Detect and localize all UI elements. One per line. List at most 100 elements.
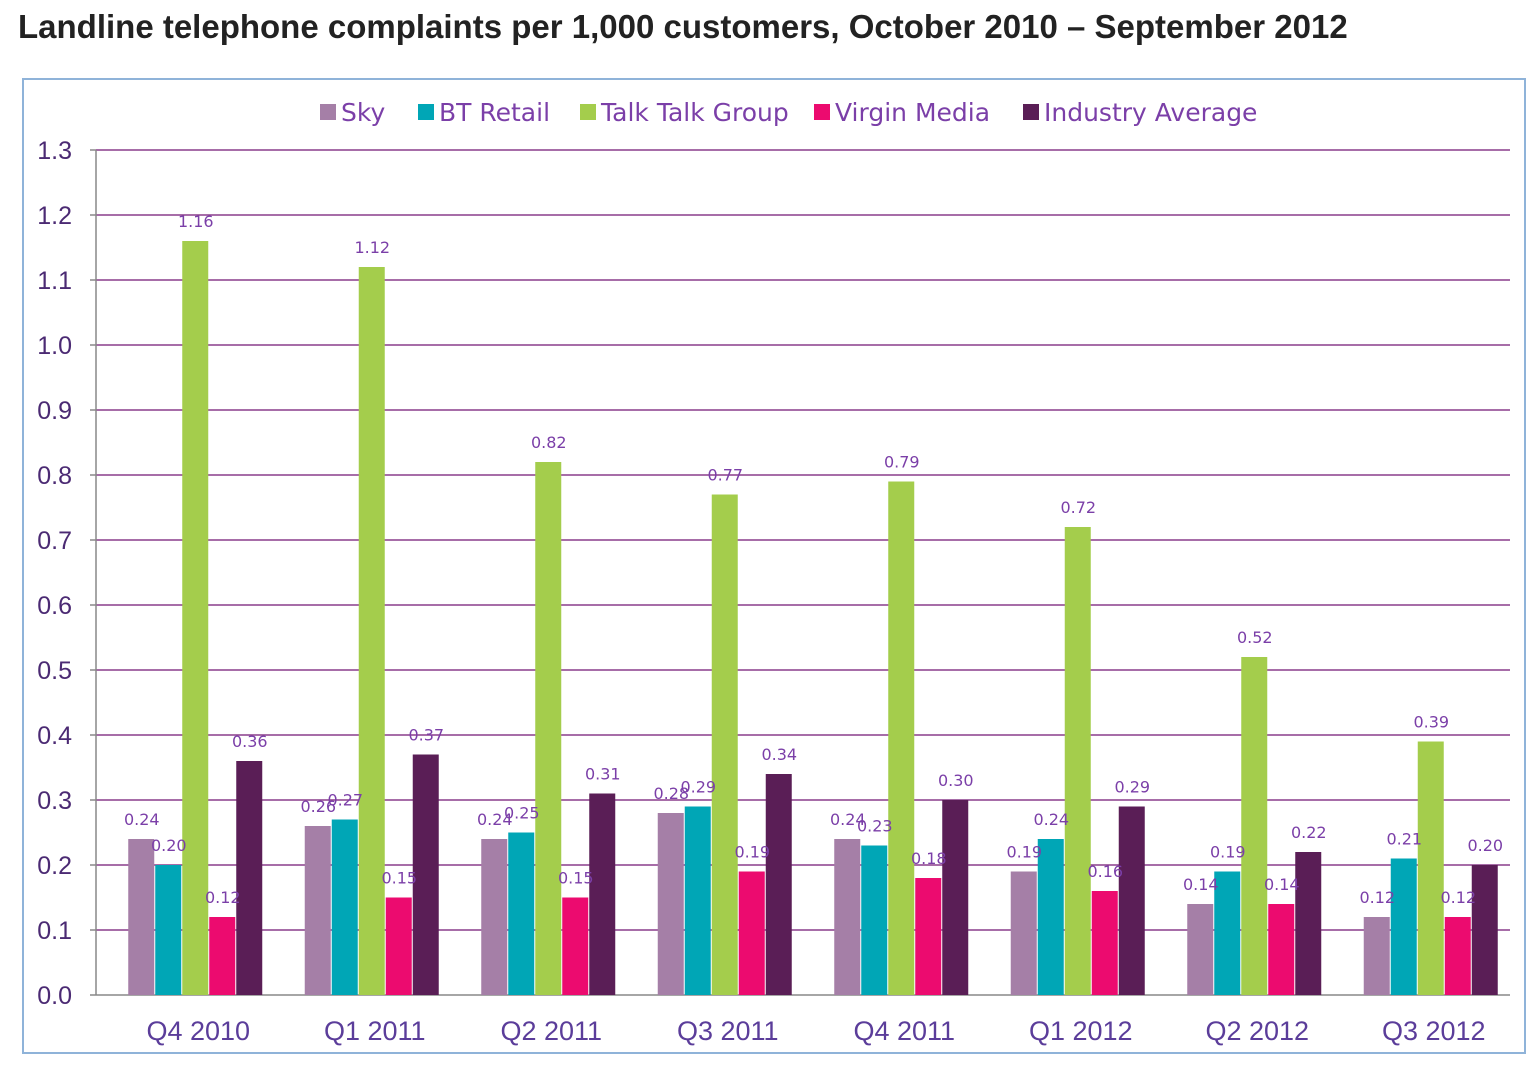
data-label: 0.30	[938, 771, 974, 790]
x-tick-label: Q4 2010	[146, 1016, 250, 1046]
bar	[508, 832, 535, 995]
bar	[657, 813, 684, 995]
bar	[385, 897, 412, 995]
data-label: 0.15	[558, 869, 594, 888]
y-tick-label: 0.8	[37, 462, 72, 490]
data-label: 0.24	[477, 810, 513, 829]
bar	[182, 241, 209, 995]
bar	[1064, 527, 1091, 995]
y-tick-label: 0.4	[37, 722, 72, 750]
bar	[1214, 871, 1241, 995]
legend-swatch	[1023, 104, 1039, 120]
data-label: 0.36	[232, 732, 268, 751]
bar	[1363, 917, 1390, 995]
data-labels: 0.24 0.20 1.16 0.12 0.36 0.260.27 1.12 0.15 0.37…	[124, 212, 1503, 907]
x-tick-label: Q3 2012	[1382, 1016, 1486, 1046]
y-tick-label: 1.1	[37, 267, 72, 295]
data-label: 0.34	[761, 745, 797, 764]
bar	[684, 806, 711, 995]
data-label: 0.14	[1264, 875, 1300, 894]
bar	[942, 800, 969, 995]
legend-swatch	[418, 104, 434, 120]
data-label: 0.29	[680, 778, 716, 797]
legend-label: Sky	[341, 98, 385, 127]
bar	[304, 826, 331, 995]
data-label: 0.31	[585, 765, 621, 784]
data-label: 0.22	[1291, 823, 1327, 842]
y-tick-label: 0.2	[37, 852, 72, 880]
legend-label: Talk Talk Group	[600, 98, 789, 127]
data-label: 0.72	[1060, 498, 1096, 517]
bar	[1417, 741, 1444, 995]
data-label: 0.37	[408, 726, 444, 745]
bar	[1118, 806, 1145, 995]
bar	[1268, 904, 1295, 995]
bar	[1295, 852, 1322, 995]
bar	[1390, 858, 1417, 995]
y-tick-label: 0.6	[37, 592, 72, 620]
legend-swatch	[814, 104, 830, 120]
bar	[765, 774, 792, 995]
bar	[562, 897, 589, 995]
y-tick-label: 0.7	[37, 527, 72, 555]
x-tick-label: Q1 2011	[324, 1016, 426, 1046]
bar	[1444, 917, 1471, 995]
y-tick-label: 0.3	[37, 787, 72, 815]
y-axis: 0.0 0.1 0.2 0.3 0.4 0.5 0.6 0.7 0.8 0.9 1.0 1.1 1.2 1…	[37, 137, 1510, 1010]
data-label: 0.19	[1210, 843, 1246, 862]
bar	[358, 267, 385, 995]
bar	[888, 481, 915, 995]
data-label: 0.20	[151, 836, 187, 855]
data-label: 0.82	[531, 433, 567, 452]
x-tick-label: Q4 2011	[853, 1016, 955, 1046]
data-label: 0.24	[830, 810, 866, 829]
x-tick-label: Q3 2011	[677, 1016, 779, 1046]
data-label: 0.19	[734, 843, 770, 862]
y-tick-label: 0.0	[37, 982, 72, 1010]
bar	[331, 819, 358, 995]
data-label: 0.28	[653, 784, 689, 803]
bar	[535, 462, 562, 995]
data-label: 0.16	[1087, 862, 1123, 881]
x-tick-label: Q1 2012	[1029, 1016, 1133, 1046]
bar	[481, 839, 508, 995]
chart-title: Landline telephone complaints per 1,000 …	[18, 8, 1348, 45]
bar	[1091, 891, 1118, 995]
bar	[412, 754, 439, 995]
data-label: 0.25	[504, 804, 540, 823]
y-tick-label: 1.0	[37, 332, 72, 360]
data-label: 0.20	[1467, 836, 1503, 855]
data-label: 0.12	[1440, 888, 1476, 907]
data-label: 0.19	[1006, 843, 1042, 862]
y-tick-label: 0.5	[37, 657, 72, 685]
bar	[1037, 839, 1064, 995]
bar	[711, 494, 738, 995]
bars	[128, 241, 1498, 995]
data-label: 0.52	[1237, 628, 1273, 647]
data-label: 0.39	[1413, 713, 1449, 732]
y-tick-label: 1.2	[37, 202, 72, 230]
x-tick-label: Q2 2011	[500, 1016, 602, 1046]
data-label: 0.24	[1033, 810, 1069, 829]
data-label: 0.23	[857, 817, 893, 836]
bar	[861, 845, 888, 995]
bar	[915, 878, 942, 995]
bar	[236, 761, 263, 995]
legend-swatch	[320, 104, 336, 120]
bar	[128, 839, 155, 995]
data-label: 0.12	[205, 888, 241, 907]
data-label: 0.77	[707, 466, 743, 485]
bar	[1010, 871, 1037, 995]
bar	[209, 917, 236, 995]
x-tick-label: Q2 2012	[1205, 1016, 1309, 1046]
legend-label: Virgin Media	[835, 98, 990, 127]
legend: Sky BT Retail Talk Talk Group Virgin Media I…	[320, 98, 1257, 127]
gridlines	[96, 149, 1510, 931]
bar	[589, 793, 616, 995]
bar	[834, 839, 861, 995]
x-axis: Q4 2010 Q1 2011 Q2 2011 Q3 2011 Q4 2011 Q1 20…	[146, 1016, 1485, 1046]
data-label: 1.16	[178, 212, 214, 231]
bar	[1241, 657, 1268, 995]
data-label: 0.14	[1183, 875, 1219, 894]
